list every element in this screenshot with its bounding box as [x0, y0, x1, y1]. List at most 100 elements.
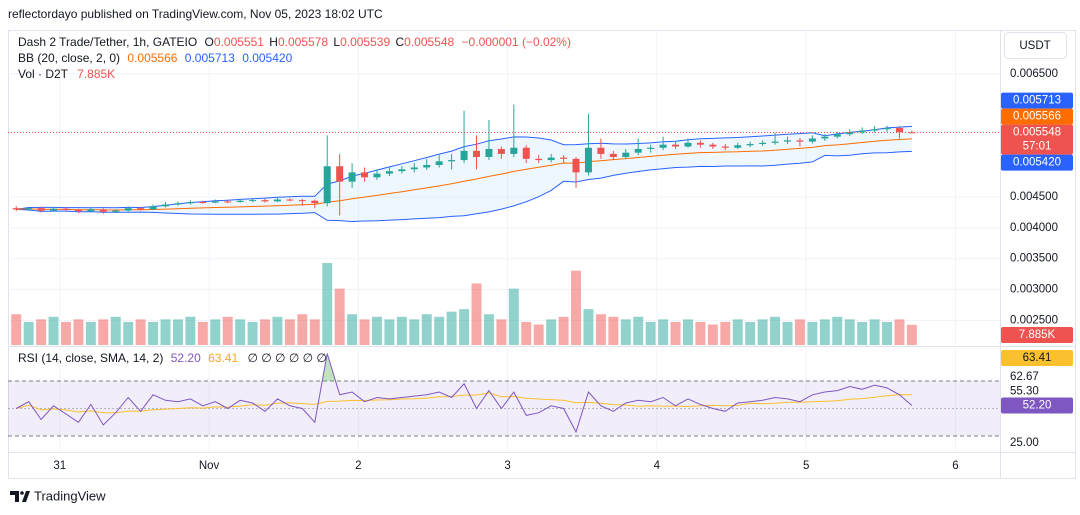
volume-bar	[446, 311, 457, 345]
volume-bar	[359, 319, 370, 345]
volume-label-box	[1001, 327, 1073, 343]
candle-body	[361, 172, 369, 178]
volume-bar	[48, 316, 59, 345]
candle-body	[584, 147, 592, 173]
candle-body	[286, 199, 294, 201]
ohlc-value: 0.005551	[214, 35, 264, 49]
y-tick-label: 0.003500	[1010, 253, 1058, 265]
volume-bar	[98, 319, 109, 345]
rsi-overbought-fill	[322, 353, 336, 381]
candle-body	[211, 201, 219, 203]
volume-bar	[882, 321, 892, 345]
candle-body	[734, 145, 742, 148]
candle-body	[895, 128, 903, 133]
ohlc-letter: O	[205, 35, 214, 49]
volume-bar	[396, 316, 407, 345]
rsi-ma-line	[16, 392, 912, 414]
volume-bar	[322, 263, 333, 345]
volume-bar	[372, 316, 382, 345]
volume-bar	[222, 316, 233, 345]
candle-body	[833, 134, 841, 137]
candle-body	[622, 152, 630, 157]
y-tick-label: 0.004000	[1010, 222, 1058, 234]
x-tick-label: 5	[803, 460, 809, 472]
volume-bar	[334, 288, 345, 345]
candle-body	[871, 129, 879, 131]
candle-body	[99, 209, 107, 212]
last-price-label-box	[1001, 124, 1073, 155]
currency[interactable]: USDT	[1019, 40, 1050, 52]
candle-body	[460, 150, 468, 161]
volume-bar	[770, 316, 781, 345]
volume-bar	[571, 270, 581, 345]
x-tick-label: 6	[952, 460, 958, 472]
volume-bar	[61, 321, 71, 345]
volume-bar	[869, 319, 880, 345]
candle-body	[50, 208, 58, 211]
legend-rsi: RSI (14, close, SMA, 14, 2) 52.20 63.41 …	[18, 351, 327, 365]
volume-bar	[471, 283, 482, 345]
volume-bar	[844, 319, 855, 345]
volume-bar	[658, 319, 669, 345]
candle-body	[883, 128, 891, 130]
volume-bar	[272, 316, 283, 345]
candle-body	[672, 144, 680, 147]
volume-bar	[608, 316, 619, 345]
candle-body	[236, 200, 244, 202]
volume-bar	[707, 324, 718, 345]
currency-button[interactable]	[1004, 32, 1067, 59]
candle-body	[659, 144, 667, 148]
volume-bar	[185, 316, 196, 345]
legend-vol: Vol · D2T 7.885K	[18, 67, 115, 81]
candle-body	[647, 147, 655, 149]
volume-bar	[670, 321, 681, 345]
volume-bar	[160, 319, 171, 345]
volume-bar	[695, 321, 706, 345]
vol-value: 7.885K	[77, 67, 115, 81]
ohlc-letter: C	[395, 35, 404, 49]
volume-bar	[409, 319, 420, 345]
y-tick-label: 0.004500	[1010, 191, 1058, 203]
volume-bar	[533, 324, 544, 345]
candle-body	[385, 171, 393, 174]
volume-bar	[633, 316, 644, 345]
ohlc-value: 0.005548	[404, 35, 454, 49]
volume-bar	[85, 321, 96, 345]
bb-lower-label: 0.005420	[1013, 157, 1061, 169]
volume-bar	[508, 288, 519, 345]
plot: 31 Nov 2 3 4 5 6 0.006500 0.004500 0.004000 0.0035…	[8, 30, 1073, 472]
rsi-label: RSI (14, close, SMA, 14, 2)	[18, 351, 163, 365]
candle-body	[311, 200, 319, 204]
volume-bar	[807, 321, 818, 345]
volume-bar	[135, 319, 146, 345]
rsi-tick-label: 25.00	[1010, 437, 1039, 449]
candle-body	[149, 206, 157, 210]
rsi-tick-label: 55.30	[1010, 385, 1039, 397]
candle-body	[186, 201, 194, 204]
bb-basis-line	[16, 138, 912, 211]
header: reflectordayo published on TradingView.c…	[8, 7, 383, 21]
symbol: Dash 2 Trade/Tether, 1h, GATEIO	[18, 35, 197, 49]
candle-body	[473, 150, 480, 157]
candle-body	[74, 210, 82, 212]
volume-bar	[123, 321, 134, 345]
candle-body	[124, 208, 132, 211]
candle-body	[348, 172, 356, 182]
volume-bar	[73, 319, 84, 345]
volume-bar	[857, 321, 868, 345]
volume-bar	[496, 319, 507, 345]
volume-bar	[819, 319, 830, 345]
ohlc-letter: L	[333, 35, 340, 49]
vol-label: Vol · D2T	[18, 67, 69, 81]
bb-lower-label-box	[1001, 154, 1073, 171]
volume-bar	[421, 314, 432, 345]
candle-body	[12, 208, 20, 210]
candle-body	[746, 144, 754, 146]
last-price-label: 0.005548	[1013, 127, 1061, 139]
candle-body	[162, 204, 169, 207]
candle-body	[547, 157, 555, 161]
rsi-value-label-box	[1001, 397, 1073, 414]
legend-bb: BB (20, close, 2, 0) 0.005566 0.005713 0…	[18, 51, 293, 65]
candle-body	[249, 200, 257, 202]
